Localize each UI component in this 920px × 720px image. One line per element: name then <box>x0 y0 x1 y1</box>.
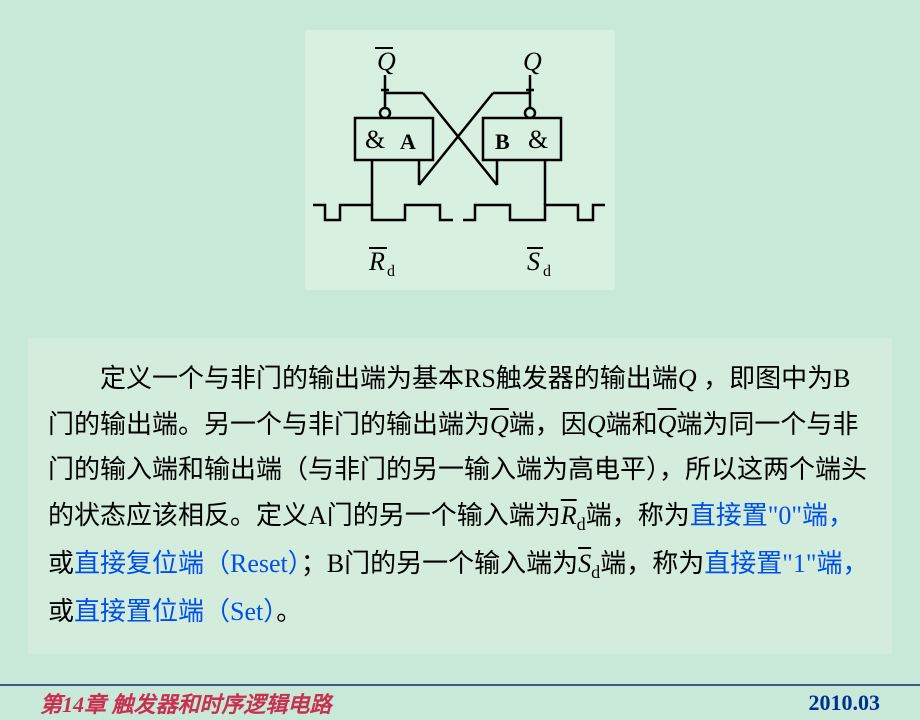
t-Qbar2: Q <box>658 410 677 439</box>
gate-a-and: & <box>365 125 385 154</box>
t-p1j: 或 <box>48 597 74 626</box>
t-p1f: 端，称为 <box>586 501 690 530</box>
gate-b-label: B <box>495 129 510 154</box>
t-Qbar1: Q <box>490 410 509 439</box>
rs-flipflop-diagram: Q Q & A & B <box>305 30 615 290</box>
gate-b-and: & <box>528 125 548 154</box>
t-p1i: 端，称为 <box>600 549 704 578</box>
label-sd-main: S <box>527 247 540 276</box>
t-Q2: Q <box>587 410 606 439</box>
t-Q1: Q <box>678 364 697 393</box>
footer: 第14章 触发器和时序逻辑电路 2010.03 <box>0 684 920 720</box>
t-Rd: d <box>577 514 586 534</box>
t-p1a: 定义一个与非门的输出端为基本RS触发器的输出端 <box>100 364 678 393</box>
label-rd-main: R <box>368 247 385 276</box>
label-qbar: Q <box>377 47 396 76</box>
t-Sd: d <box>591 562 600 582</box>
t-blue1: 直接置"0"端， <box>690 501 854 530</box>
t-p1k: 。 <box>276 597 302 626</box>
label-q: Q <box>523 47 542 76</box>
t-p1h: ；B门的另一个输入端为 <box>301 549 578 578</box>
t-blue3: 直接置"1"端， <box>704 549 868 578</box>
t-S: S <box>578 549 591 578</box>
t-p1d: 端和 <box>606 410 658 439</box>
gate-a-label: A <box>400 129 416 154</box>
t-p1g: 或 <box>48 549 74 578</box>
label-sd-sub: d <box>543 263 551 280</box>
description-text: 定义一个与非门的输出端为基本RS触发器的输出端Q ，即图中为B门的输出端。另一个… <box>28 338 892 654</box>
footer-date: 2010.03 <box>809 690 881 716</box>
footer-chapter: 第14章 触发器和时序逻辑电路 <box>40 687 332 719</box>
t-R: R <box>561 501 577 530</box>
label-rd-sub: d <box>387 263 395 280</box>
t-blue2: 直接复位端（Reset） <box>74 549 301 578</box>
t-p1c: 端，因 <box>509 410 587 439</box>
t-blue4: 直接置位端（Set） <box>74 597 276 626</box>
diagram-svg: Q Q & A & B <box>305 30 615 290</box>
